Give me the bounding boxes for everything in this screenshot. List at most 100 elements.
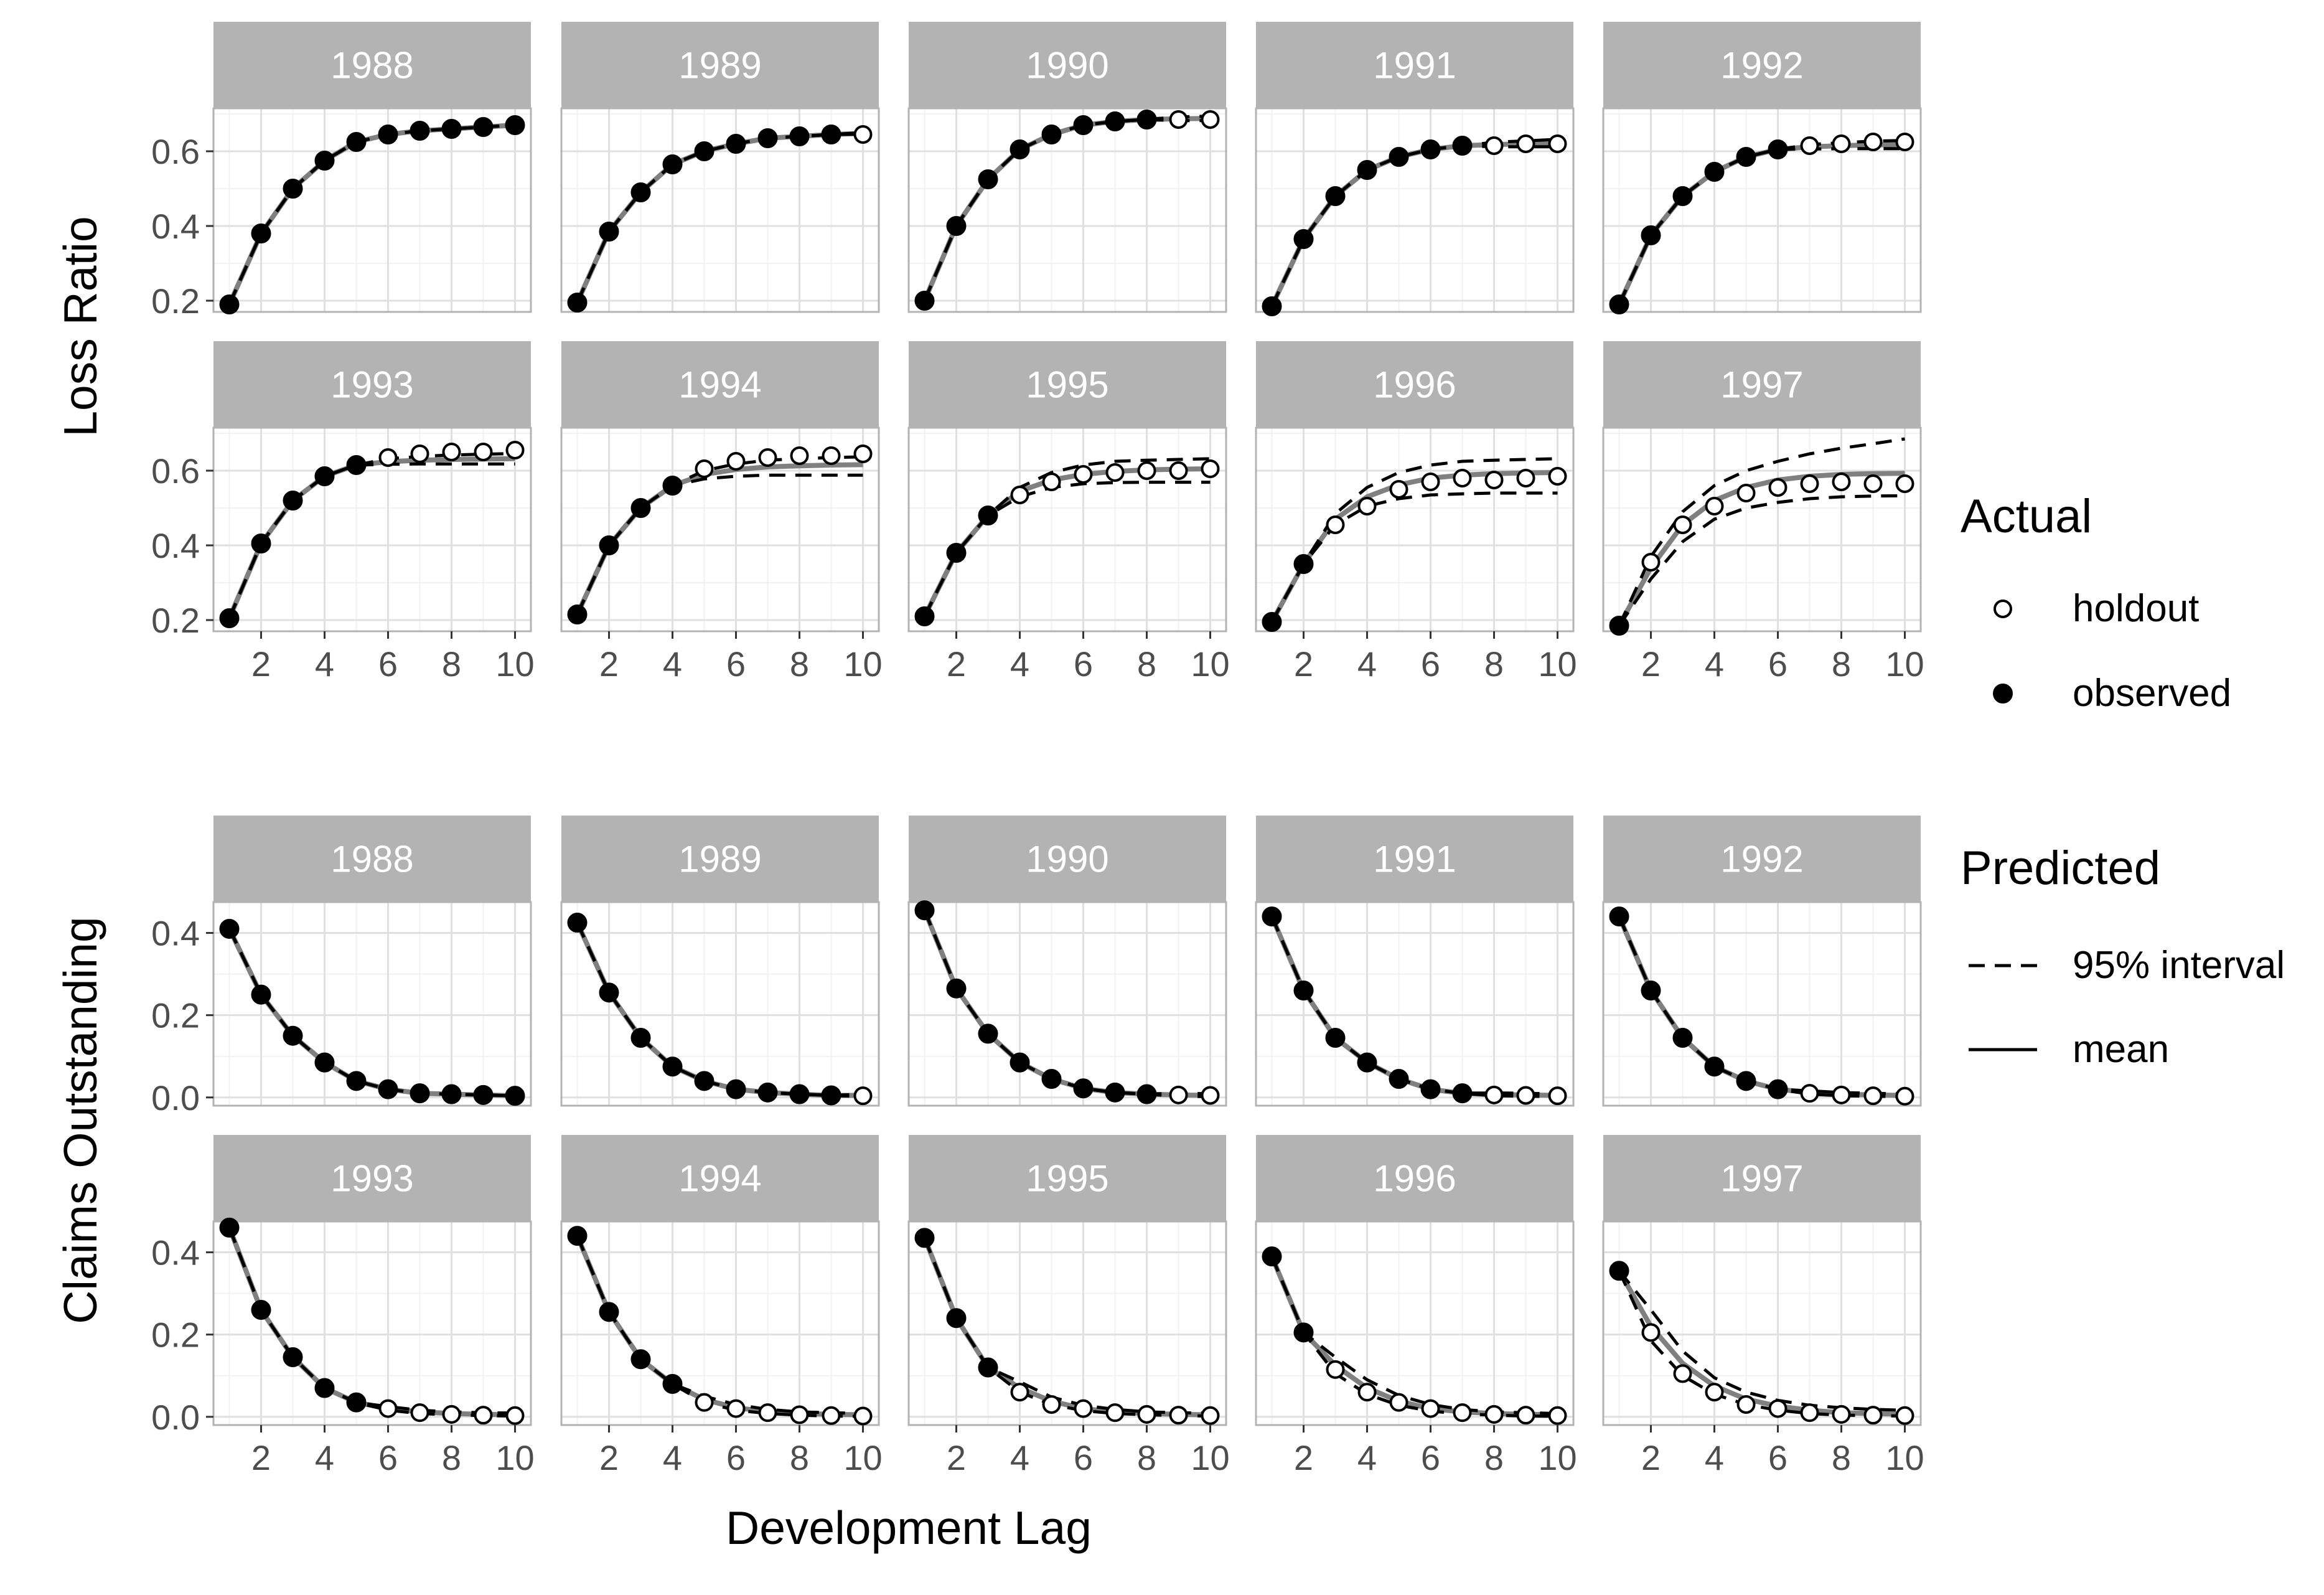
observed-point <box>1641 225 1661 245</box>
observed-point <box>978 169 998 189</box>
x-tick-label: 6 <box>378 644 398 684</box>
x-tick-label: 10 <box>843 644 882 684</box>
x-tick-label: 2 <box>947 644 966 684</box>
claims-outstanding-y-axis-title: Claims Outstanding <box>54 916 106 1324</box>
panel-border <box>907 426 1227 633</box>
facet-strip-label: 1989 <box>678 45 761 87</box>
facet-loss-ratio-1990: 1990 <box>907 22 1227 313</box>
observed-point <box>283 179 303 199</box>
y-tick-label: 0.4 <box>151 1233 200 1273</box>
facet-strip-label: 1997 <box>1720 364 1803 406</box>
observed-point <box>1452 136 1473 156</box>
observed-point <box>251 223 271 243</box>
x-tick-label: 8 <box>1137 644 1156 684</box>
holdout-point <box>1326 1360 1345 1379</box>
facet-claims-outstanding-1995: 1995 2 4 6 8 10 <box>907 1135 1230 1477</box>
observed-point <box>410 1083 430 1104</box>
y-tick-label: 0.6 <box>151 132 200 171</box>
holdout-point <box>1832 1085 1851 1104</box>
facet-loss-ratio-1992: 1992 <box>1602 22 1922 314</box>
observed-point <box>630 1028 651 1048</box>
mean-line <box>1617 1269 1905 1417</box>
observed-point <box>630 498 651 518</box>
observed-point <box>914 606 935 626</box>
facet-strip-label: 1994 <box>678 1158 761 1200</box>
x-tick-label: 4 <box>315 1438 334 1477</box>
observed-point <box>1325 186 1346 206</box>
observed-point <box>630 182 651 202</box>
mean-line <box>1616 471 1905 627</box>
holdout-point <box>1453 469 1472 487</box>
x-tick-label: 2 <box>1641 1438 1661 1477</box>
holdout-point <box>1453 1403 1472 1423</box>
observed-point <box>1262 1246 1282 1267</box>
holdout-point <box>1484 1404 1504 1424</box>
facet-strip <box>213 1135 531 1221</box>
facet-loss-ratio-1989: 1989 <box>560 22 880 313</box>
holdout-point <box>1169 1085 1188 1104</box>
holdout-point <box>1357 1383 1377 1402</box>
observed-point <box>1041 125 1062 144</box>
y-tick-label: 0.0 <box>151 1398 200 1437</box>
holdout-point <box>1484 1085 1504 1104</box>
holdout-point <box>1673 1364 1692 1383</box>
observed-point <box>1136 110 1157 129</box>
observed-point <box>630 1349 651 1370</box>
x-tick-label: 4 <box>663 1438 682 1477</box>
observed-point <box>567 605 588 624</box>
x-tick-label: 4 <box>1357 644 1377 684</box>
holdout-point <box>853 445 873 463</box>
holdout-point <box>1863 133 1883 151</box>
facet-claims-outstanding-1996: 1996 2 4 6 8 10 <box>1255 1135 1577 1477</box>
observed-point <box>314 1052 335 1073</box>
x-tick-label: 4 <box>663 644 682 684</box>
facet-strip <box>561 1135 879 1221</box>
x-tick-label: 2 <box>251 1438 271 1477</box>
observed-point <box>946 978 967 999</box>
observed-point <box>1389 147 1409 167</box>
x-tick-label: 8 <box>1484 644 1504 684</box>
holdout-point <box>726 1399 746 1418</box>
holdout-point <box>1736 1395 1756 1414</box>
holdout-point <box>1201 1406 1220 1425</box>
y-tick-label: 0.0 <box>151 1078 200 1117</box>
holdout-point <box>1832 1404 1851 1424</box>
observed-point <box>599 1302 619 1322</box>
panel-background <box>1256 1221 1573 1425</box>
holdout-point <box>1768 1399 1788 1418</box>
x-tick-label: 8 <box>790 644 809 684</box>
observed-point <box>978 1023 998 1044</box>
interval-upper-line <box>1618 916 1905 1096</box>
holdout-point <box>1516 134 1535 153</box>
holdout-point <box>1641 1323 1661 1342</box>
observed-point <box>1073 115 1094 135</box>
panel-background <box>909 108 1226 312</box>
panel-border <box>907 107 1227 313</box>
x-tick-label: 6 <box>1768 644 1788 684</box>
facet-strip <box>561 22 879 108</box>
holdout-point <box>1201 459 1220 478</box>
holdout-point <box>1169 1406 1188 1425</box>
observed-point <box>1420 1079 1441 1099</box>
facet-claims-outstanding-1997: 1997 2 4 6 8 10 <box>1602 1135 1924 1477</box>
facet-panels: Loss Ratio 1988 0.2 0.4 0.6 1989 1990 1991 1992 1… <box>54 22 1924 1477</box>
x-tick-label: 6 <box>1074 1438 1093 1477</box>
holdout-point <box>442 443 461 461</box>
observed-point <box>1105 111 1125 131</box>
interval-upper-line <box>228 451 515 619</box>
holdout-point <box>1357 497 1377 515</box>
observed-point <box>694 1071 715 1091</box>
observed-point <box>567 913 588 933</box>
x-tick-label: 8 <box>442 1438 461 1477</box>
holdout-point <box>1895 1086 1914 1106</box>
interval-upper-line <box>1270 916 1558 1096</box>
panel-background <box>909 428 1226 631</box>
y-tick-label: 0.2 <box>151 1315 200 1355</box>
observed-point <box>1105 1082 1125 1103</box>
panel-border <box>560 107 880 313</box>
observed-point <box>1293 1322 1314 1343</box>
facet-strip-label: 1992 <box>1720 839 1803 880</box>
y-tick-label: 0.2 <box>151 281 200 321</box>
interval-upper-line <box>228 1226 515 1415</box>
holdout-point <box>1673 515 1692 534</box>
